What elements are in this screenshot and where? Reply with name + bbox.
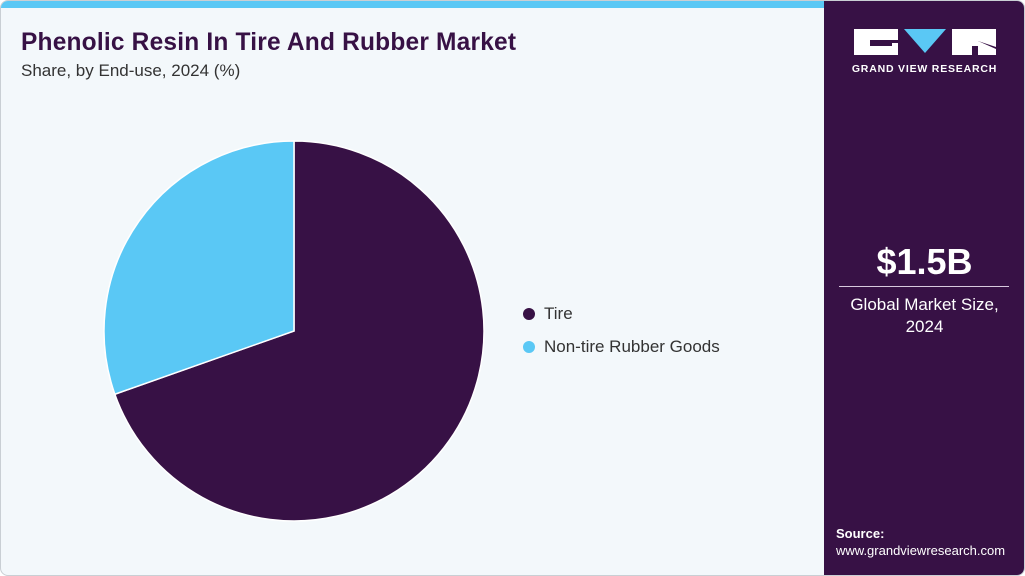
- chart-title: Phenolic Resin In Tire And Rubber Market: [21, 28, 517, 56]
- chart-subtitle: Share, by End-use, 2024 (%): [21, 61, 241, 80]
- market-size-label-line1: Global Market Size,: [850, 295, 999, 314]
- pie-slice-tire: [113, 140, 485, 522]
- legend-item-non-tire: Non-tire Rubber Goods: [521, 336, 720, 358]
- source-url[interactable]: www.grandviewresearch.com: [836, 543, 1006, 558]
- legend-dot-non-tire-icon: [523, 341, 535, 353]
- accent-bar: [1, 1, 824, 8]
- source-label: Source:: [836, 526, 885, 541]
- brand-name: GRAND VIEW RESEARCH: [851, 63, 998, 75]
- legend-item-tire: Tire: [521, 303, 720, 325]
- gvr-logo-icon: [854, 29, 996, 55]
- pie-chart: [103, 140, 485, 522]
- chart-legend: Tire Non-tire Rubber Goods: [521, 303, 720, 369]
- legend-dot-tire-icon: [523, 308, 535, 320]
- side-panel: GRAND VIEW RESEARCH $1.5B Global Market …: [824, 1, 1024, 575]
- divider: [839, 286, 1009, 287]
- market-size-label-line2: 2024: [905, 317, 944, 336]
- market-size-label: Global Market Size, 2024: [824, 294, 1024, 338]
- pie-slice-non-tire: [103, 140, 295, 396]
- legend-label: Tire: [544, 304, 573, 323]
- market-size-value: $1.5B: [876, 241, 973, 282]
- legend-label: Non-tire Rubber Goods: [544, 337, 720, 356]
